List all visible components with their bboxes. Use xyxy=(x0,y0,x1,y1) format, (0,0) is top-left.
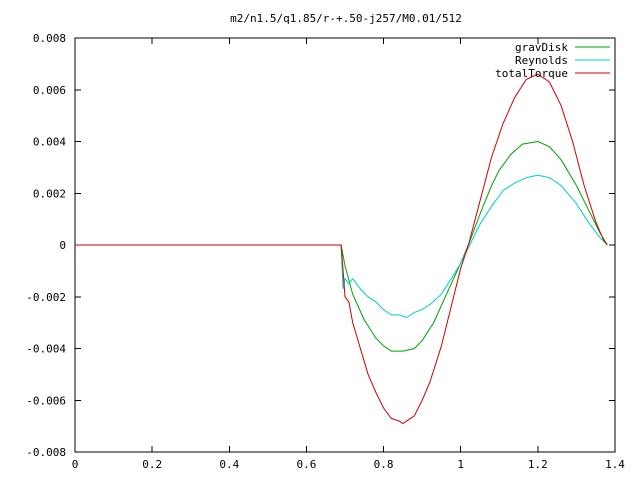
x-tick-label: 1.2 xyxy=(528,458,548,471)
chart-title: m2/n1.5/q1.85/r-+.50-j257/M0.01/512 xyxy=(230,12,462,25)
y-tick-label: -0.008 xyxy=(26,446,66,459)
series-group xyxy=(75,73,608,425)
x-tick-label: 0.2 xyxy=(142,458,162,471)
x-tick-label: 0.6 xyxy=(296,458,316,471)
x-tick-label: 1.4 xyxy=(605,458,625,471)
y-tick-label: 0.008 xyxy=(33,32,66,45)
x-tick-label: 0 xyxy=(72,458,79,471)
y-tick-label: 0.004 xyxy=(33,136,66,149)
series-line-Reynolds xyxy=(75,174,608,319)
y-tick-label: 0.006 xyxy=(33,84,66,97)
x-tick-label: 0.8 xyxy=(374,458,394,471)
x-tick-label: 0.4 xyxy=(219,458,239,471)
legend-label: totalTorque xyxy=(495,67,568,80)
ticks-group: 0 0.2 0.4 0.6 0.8 1 1.2 1.4 -0.008 -0.006 -0.004 -0… xyxy=(26,32,625,471)
x-tick-label: 1 xyxy=(457,458,464,471)
y-tick-label: -0.002 xyxy=(26,291,66,304)
legend-label: Reynolds xyxy=(515,54,568,67)
series-line-totalTorque xyxy=(75,73,608,425)
y-tick-label: -0.004 xyxy=(26,343,66,356)
legend-label: gravDisk xyxy=(515,41,568,54)
y-tick-label: 0.002 xyxy=(33,187,66,200)
y-tick-label: 0 xyxy=(59,239,66,252)
y-tick-label: -0.006 xyxy=(26,394,66,407)
